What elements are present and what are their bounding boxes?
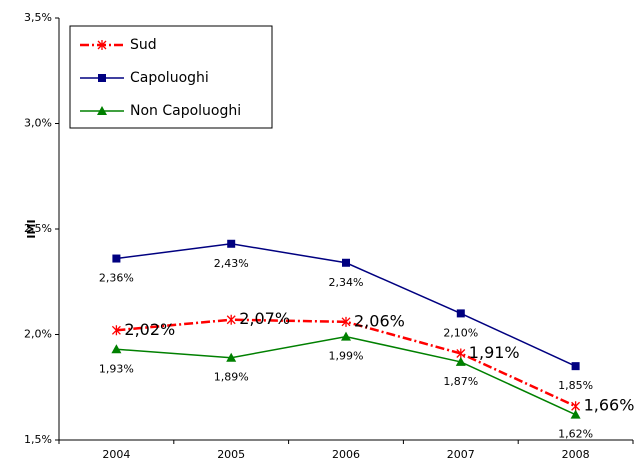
data-label: 1,66% bbox=[584, 396, 634, 415]
y-axis-title: IMI bbox=[25, 219, 38, 238]
marker bbox=[97, 40, 107, 50]
marker bbox=[226, 352, 237, 362]
y-tick-label: 1,5% bbox=[24, 433, 52, 446]
marker bbox=[342, 258, 350, 267]
marker bbox=[570, 409, 581, 419]
x-tick-label: 2007 bbox=[447, 448, 475, 461]
marker bbox=[111, 344, 122, 354]
y-tick-label: 3,0% bbox=[24, 117, 52, 130]
legend-label: Capoluoghi bbox=[130, 70, 209, 86]
data-label: 2,36% bbox=[99, 272, 134, 285]
data-label: 1,91% bbox=[469, 343, 520, 362]
data-label: 2,07% bbox=[239, 309, 290, 328]
legend-label: Sud bbox=[130, 37, 157, 53]
marker bbox=[341, 316, 351, 327]
marker bbox=[455, 356, 466, 366]
data-label: 2,06% bbox=[354, 311, 405, 330]
marker bbox=[227, 239, 236, 248]
data-label: 2,34% bbox=[329, 276, 364, 289]
data-label: 2,43% bbox=[214, 257, 249, 270]
data-label: 2,10% bbox=[443, 326, 478, 339]
y-tick-label: 2,0% bbox=[24, 328, 52, 341]
marker bbox=[456, 309, 465, 318]
y-tick-label: 3,5% bbox=[24, 11, 52, 24]
data-label: 1,85% bbox=[558, 379, 593, 392]
data-label: 1,62% bbox=[558, 428, 593, 441]
series-line bbox=[116, 318, 577, 408]
marker bbox=[456, 348, 466, 359]
marker bbox=[97, 106, 107, 115]
marker bbox=[226, 314, 236, 325]
marker bbox=[111, 325, 121, 336]
x-tick-label: 2005 bbox=[217, 448, 245, 461]
marker bbox=[341, 331, 351, 341]
x-tick-label: 2006 bbox=[332, 448, 360, 461]
legend-label: Non Capoluoghi bbox=[130, 103, 241, 119]
y-tick-label: 2,5% bbox=[24, 222, 52, 235]
data-label: 1,93% bbox=[99, 362, 134, 375]
marker bbox=[571, 401, 581, 412]
marker bbox=[571, 362, 580, 371]
x-tick-label: 2004 bbox=[102, 448, 130, 461]
data-label: 1,87% bbox=[443, 375, 478, 388]
data-label: 1,89% bbox=[214, 371, 249, 384]
marker bbox=[112, 254, 121, 263]
marker bbox=[98, 74, 106, 82]
data-label: 1,99% bbox=[329, 350, 364, 363]
data-label: 2,02% bbox=[124, 320, 175, 339]
x-tick-label: 2008 bbox=[562, 448, 590, 461]
